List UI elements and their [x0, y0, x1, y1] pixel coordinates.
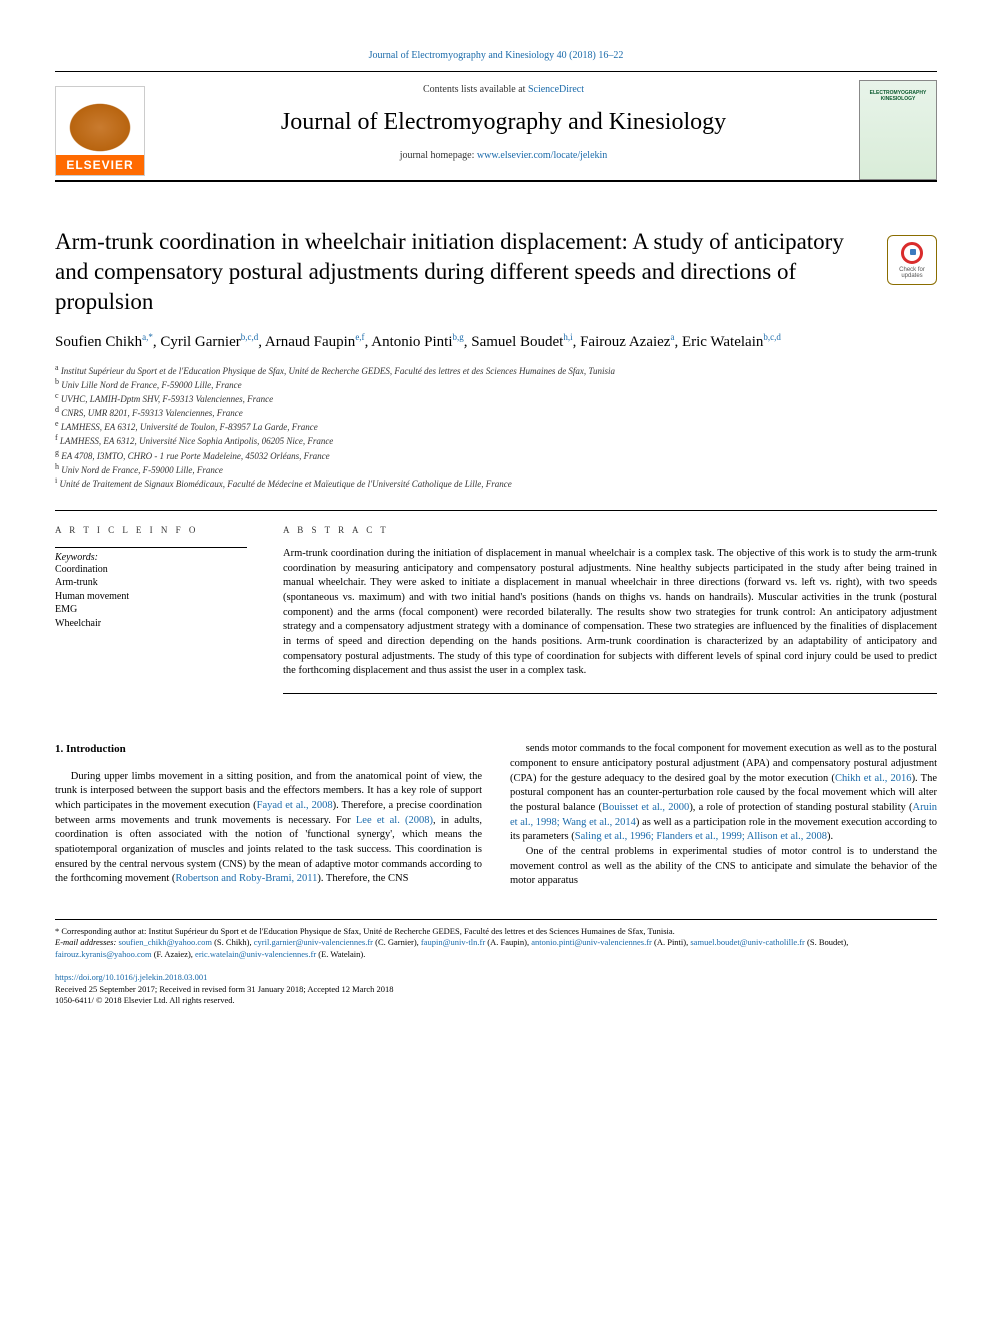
article-title: Arm-trunk coordination in wheelchair ini…: [55, 227, 872, 317]
publisher-logo-block: ELSEVIER: [55, 80, 155, 180]
journal-cover-thumb[interactable]: ELECTROMYOGRAPHY KINESIOLOGY: [859, 80, 937, 180]
affiliation-line: c UVHC, LAMIH-Dptm SHV, F-59313 Valencie…: [55, 391, 872, 405]
corresponding-author-note: * Corresponding author at: Institut Supé…: [55, 926, 937, 937]
copyright-line: 1050-6411/ © 2018 Elsevier Ltd. All righ…: [55, 995, 235, 1005]
intro-paragraph-3: One of the central problems in experimen…: [510, 845, 937, 889]
elsevier-wordmark: ELSEVIER: [56, 155, 144, 175]
keyword: Human movement: [55, 590, 247, 604]
footnotes: * Corresponding author at: Institut Supé…: [55, 919, 937, 960]
affiliation-line: b Univ Lille Nord de France, F-59000 Lil…: [55, 377, 872, 391]
journal-homepage-link[interactable]: www.elsevier.com/locate/jelekin: [477, 150, 607, 161]
abstract-label: A B S T R A C T: [283, 525, 937, 535]
elsevier-tree-icon: [65, 100, 135, 155]
article-info-label: A R T I C L E I N F O: [55, 525, 247, 535]
abstract-col: A B S T R A C T Arm-trunk coordination d…: [265, 510, 937, 708]
email-addresses: soufien_chikh@yahoo.com (S. Chikh), cyri…: [55, 937, 848, 958]
affiliation-line: d CNRS, UMR 8201, F-59313 Valenciennes, …: [55, 405, 872, 419]
cover-thumb-title: ELECTROMYOGRAPHY KINESIOLOGY: [870, 91, 927, 102]
doi-block: https://doi.org/10.1016/j.jelekin.2018.0…: [55, 972, 937, 1006]
masthead: ELSEVIER Contents lists available at Sci…: [55, 71, 937, 182]
affiliation-line: g EA 4708, I3MTO, CHRO - 1 rue Porte Mad…: [55, 448, 872, 462]
intro-paragraph-1: During upper limbs movement in a sitting…: [55, 770, 482, 888]
intro-paragraph-2: sends motor commands to the focal compon…: [510, 742, 937, 845]
check-updates-badge[interactable]: Check for updates: [887, 235, 937, 285]
body-col-right: sends motor commands to the focal compon…: [510, 742, 937, 889]
email-addresses-line: E-mail addresses: soufien_chikh@yahoo.co…: [55, 937, 937, 960]
journal-name: Journal of Electromyography and Kinesiol…: [165, 109, 842, 136]
affiliation-line: e LAMHESS, EA 6312, Université de Toulon…: [55, 419, 872, 433]
affiliation-line: i Unité de Traitement de Signaux Biomédi…: [55, 476, 872, 490]
authors: Soufien Chikha,*, Cyril Garnierb,c,d, Ar…: [55, 331, 872, 353]
cover-thumb-block: ELECTROMYOGRAPHY KINESIOLOGY: [852, 80, 937, 180]
keyword: Arm-trunk: [55, 576, 247, 590]
keyword: EMG: [55, 603, 247, 617]
updates-badge-icon: [901, 242, 923, 264]
affiliation-line: h Univ Nord de France, F-59000 Lille, Fr…: [55, 462, 872, 476]
keywords-label: Keywords:: [55, 547, 247, 563]
journal-citation[interactable]: Journal of Electromyography and Kinesiol…: [55, 50, 937, 61]
section-heading: 1. Introduction: [55, 742, 482, 757]
keyword: Wheelchair: [55, 617, 247, 631]
keyword: Coordination: [55, 563, 247, 577]
affiliation-line: f LAMHESS, EA 6312, Université Nice Soph…: [55, 433, 872, 447]
keywords-list: CoordinationArm-trunkHuman movementEMGWh…: [55, 563, 247, 631]
affiliation-line: a Institut Supérieur du Sport et de l'Ed…: [55, 363, 872, 377]
masthead-center: Contents lists available at ScienceDirec…: [155, 80, 852, 180]
doi-link[interactable]: https://doi.org/10.1016/j.jelekin.2018.0…: [55, 972, 207, 982]
received-dates: Received 25 September 2017; Received in …: [55, 984, 394, 994]
sciencedirect-link[interactable]: ScienceDirect: [528, 84, 584, 95]
body-col-left: 1. Introduction During upper limbs movem…: [55, 742, 482, 889]
journal-homepage-line: journal homepage: www.elsevier.com/locat…: [165, 150, 842, 161]
article-info-col: A R T I C L E I N F O Keywords: Coordina…: [55, 510, 265, 708]
affiliations: a Institut Supérieur du Sport et de l'Ed…: [55, 363, 872, 490]
contents-line: Contents lists available at ScienceDirec…: [165, 84, 842, 95]
abstract-text: Arm-trunk coordination during the initia…: [283, 547, 937, 694]
elsevier-logo[interactable]: ELSEVIER: [55, 86, 145, 176]
